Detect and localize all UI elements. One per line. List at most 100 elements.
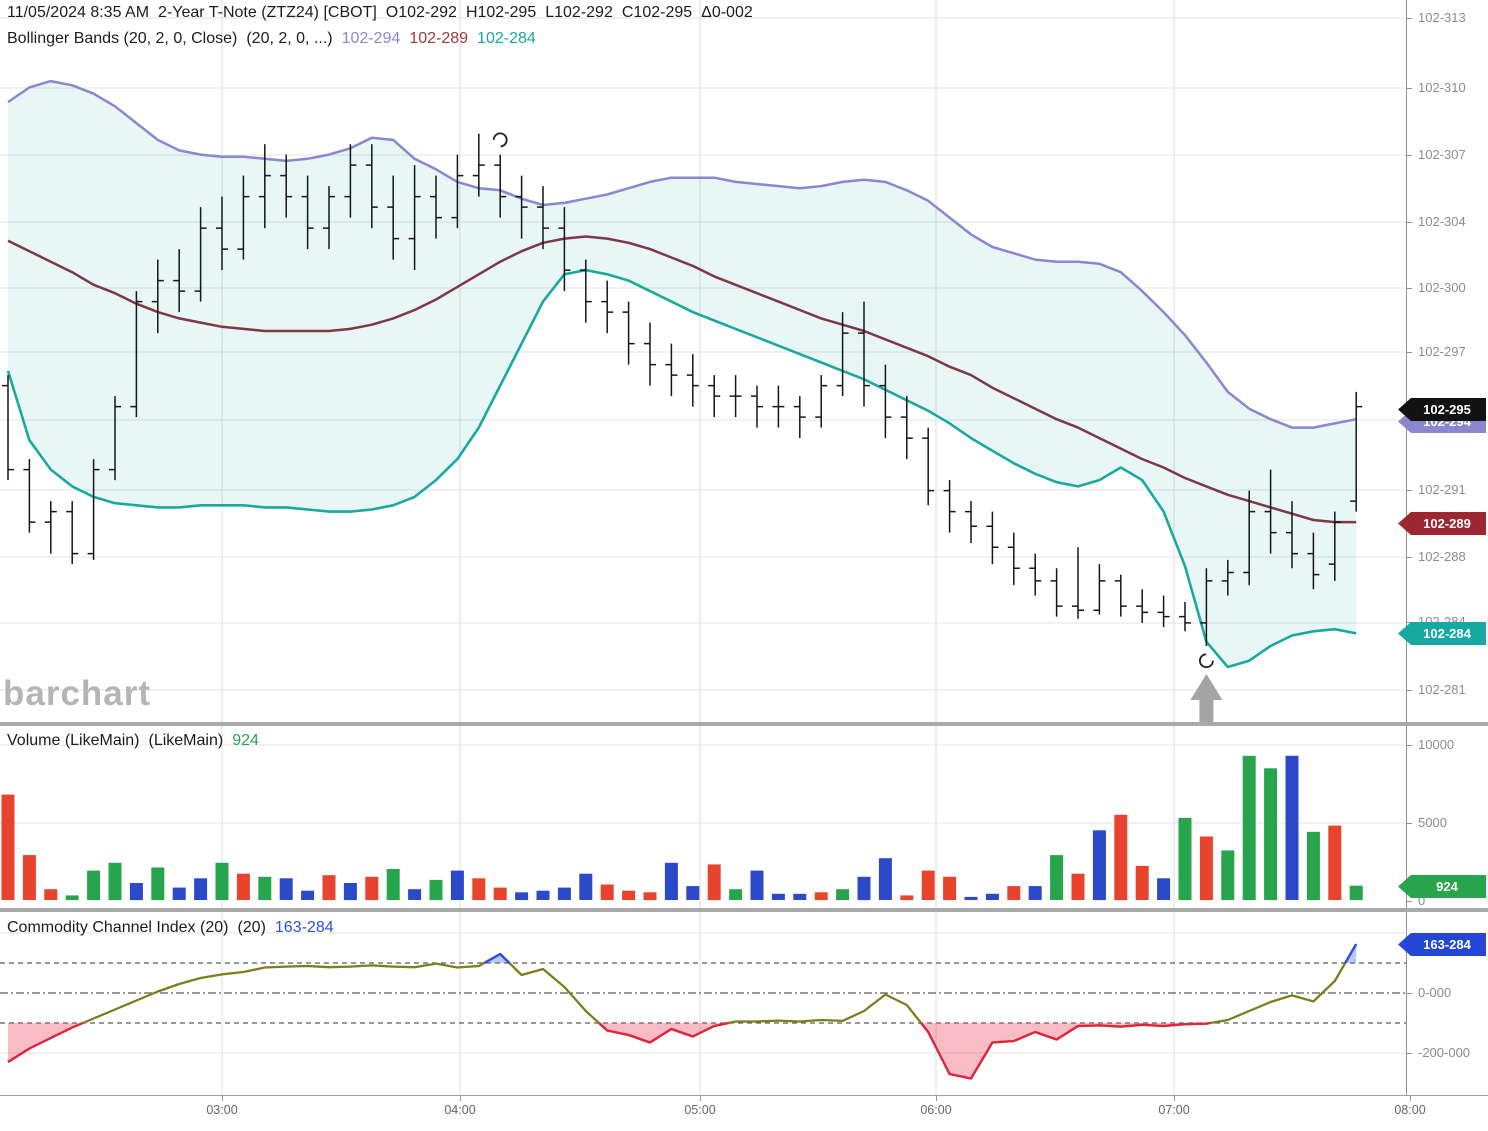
volume-bar	[365, 876, 379, 901]
bollinger-params: (20, 2, 0, ...)	[246, 30, 333, 47]
price-axis-label: 102-307	[1418, 147, 1466, 162]
volume-bar	[686, 886, 700, 900]
volume-badge: 924	[1398, 875, 1486, 898]
volume-bar	[1028, 886, 1042, 900]
cci-value: 163-284	[274, 919, 334, 936]
volume-bar	[1285, 755, 1299, 900]
panel-divider[interactable]	[0, 908, 1488, 912]
quote-symbol: 2-Year T-Note (ZTZ24) [CBOT]	[158, 4, 377, 21]
price-axis-label: 102-281	[1418, 682, 1466, 697]
volume-bar	[900, 895, 914, 901]
volume-bar	[151, 867, 165, 901]
volume-axis-label: 10000	[1418, 737, 1455, 752]
time-axis-label: 05:00	[684, 1103, 716, 1117]
volume-axis-label: 5000	[1418, 815, 1447, 830]
volume-bar	[408, 889, 422, 900]
price-axis-label: 102-310	[1418, 80, 1466, 95]
volume-bar	[1092, 830, 1106, 901]
volume-value: 924	[232, 732, 259, 749]
volume-bar	[129, 883, 143, 901]
price-axis-label: 102-304	[1418, 214, 1466, 229]
volume-bar	[1050, 855, 1064, 900]
volume-bar	[1, 794, 15, 900]
volume-bar	[814, 892, 828, 901]
quote-datetime: 11/05/2024 8:35 AM	[7, 4, 150, 21]
volume-bar	[943, 876, 957, 901]
volume-bar	[172, 887, 186, 900]
volume-bar	[301, 890, 315, 900]
volume-bar	[1007, 886, 1021, 900]
volume-bar	[515, 892, 529, 901]
volume-bar	[22, 855, 36, 900]
cci-label: Commodity Channel Index (20)	[7, 919, 229, 936]
volume-bar	[1221, 850, 1235, 900]
cci-params: (20)	[237, 919, 266, 936]
panel-divider[interactable]	[0, 722, 1488, 726]
volume-params: (LikeMain)	[148, 732, 224, 749]
cci-chart-canvas[interactable]	[0, 912, 1406, 1095]
cci-axis-label: 0-000	[1418, 985, 1452, 1000]
cci-badge: 163-284	[1398, 933, 1486, 956]
bollinger-upper-value: 102-294	[341, 30, 401, 47]
volume-bar	[600, 884, 614, 900]
volume-bar	[643, 892, 657, 901]
volume-bar	[1328, 825, 1342, 900]
volume-bar	[750, 870, 764, 900]
quote-header: 11/05/2024 8:35 AM 2-Year T-Note (ZTZ24) …	[7, 4, 762, 22]
volume-bar	[279, 878, 293, 900]
volume-bar	[1135, 865, 1149, 900]
quote-open: O102-292	[385, 4, 457, 21]
barchart-watermark: barchart	[3, 674, 152, 713]
volume-bar	[622, 890, 636, 900]
volume-bar	[557, 887, 571, 900]
volume-bar	[1114, 814, 1128, 901]
volume-bar	[1178, 817, 1192, 901]
bollinger-label: Bollinger Bands (20, 2, 0, Close)	[7, 30, 238, 47]
volume-bar	[87, 870, 101, 900]
price-axis-label: 102-288	[1418, 549, 1466, 564]
volume-bar	[1242, 755, 1256, 900]
volume-bar	[1157, 878, 1171, 900]
bollinger-lower-value: 102-284	[477, 30, 536, 47]
volume-bar	[258, 876, 272, 901]
cci-legend: Commodity Channel Index (20) (20) 163-284	[7, 919, 343, 937]
quote-close: C102-295	[621, 4, 693, 21]
volume-chart-canvas[interactable]	[0, 726, 1406, 908]
volume-bar	[194, 878, 208, 900]
volume-bar	[1199, 836, 1213, 901]
volume-bar	[664, 862, 678, 900]
volume-bar	[964, 896, 978, 900]
quote-high: H102-295	[465, 4, 537, 21]
panel-bottom-border	[0, 1095, 1488, 1096]
price-axis-label: 102-300	[1418, 280, 1466, 295]
time-axis-label: 07:00	[1158, 1103, 1190, 1117]
volume-bar	[1349, 885, 1363, 900]
volume-bar	[985, 893, 999, 900]
price-axis-label: 102-297	[1418, 344, 1466, 359]
volume-bar	[44, 889, 58, 900]
volume-bar	[108, 862, 122, 900]
volume-bar	[429, 879, 443, 901]
volume-bar	[1071, 873, 1085, 900]
volume-bar	[921, 870, 935, 900]
price-chart-canvas[interactable]	[0, 0, 1406, 723]
time-axis-label: 08:00	[1394, 1103, 1426, 1117]
volume-bar	[215, 862, 229, 900]
volume-legend: Volume (LikeMain) (LikeMain) 924	[7, 732, 268, 750]
quote-low: L102-292	[545, 4, 613, 21]
volume-bar	[836, 889, 850, 900]
middle-band-badge: 102-289	[1398, 512, 1486, 535]
volume-bar	[450, 870, 464, 900]
volume-bar	[1264, 768, 1278, 901]
price-axis-border[interactable]	[1406, 0, 1407, 1095]
price-axis-label: 102-291	[1418, 482, 1466, 497]
volume-bar	[493, 887, 507, 900]
cci-axis-label: -200-000	[1418, 1045, 1471, 1060]
volume-bar	[707, 864, 721, 901]
volume-bar	[65, 895, 79, 901]
volume-bar	[729, 889, 743, 900]
lower-band-badge: 102-284	[1398, 622, 1486, 645]
price-axis-label: 102-313	[1418, 10, 1466, 25]
volume-bar	[1306, 831, 1320, 900]
